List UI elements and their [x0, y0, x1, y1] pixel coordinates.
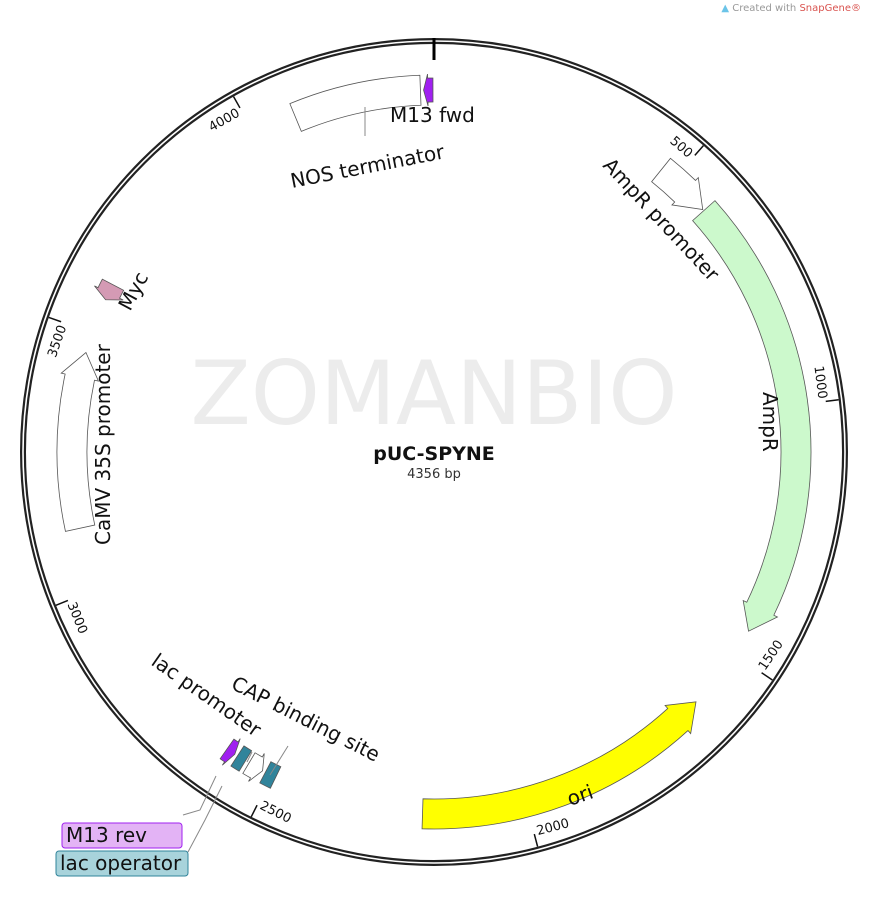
tick-mark	[250, 804, 258, 818]
snapgene-credit: ▲ Created with SnapGene®	[721, 3, 861, 14]
label-lac-operator: lac operator	[60, 851, 182, 875]
label-camv-35s-promoter: CaMV 35S promoter	[91, 343, 115, 545]
feature-camv-35s-promoter[interactable]	[56, 351, 100, 532]
watermark: ZOMANBIO	[190, 342, 677, 445]
tick-mark	[533, 833, 539, 847]
feature-myc[interactable]	[94, 278, 125, 301]
feature-m13-fwd[interactable]	[423, 73, 434, 107]
tick-label: 1000	[810, 365, 829, 400]
feature-ori[interactable]	[421, 701, 697, 830]
plasmid-name: pUC-SPYNE	[373, 443, 495, 465]
m13-rev-label-box	[61, 822, 183, 849]
tick-label: 2000	[535, 816, 571, 839]
label-ampr: AmpR	[758, 392, 782, 452]
feature-m13-rev[interactable]	[219, 738, 241, 766]
tick-mark	[48, 316, 62, 323]
tick-mark	[55, 599, 69, 606]
label-myc: Myc	[113, 268, 153, 315]
tick-mark	[761, 672, 773, 681]
tick-mark	[694, 145, 704, 156]
tick-label: 3500	[45, 323, 70, 359]
lac-promoter-leader-line	[246, 751, 253, 763]
lac-operator-label-box	[55, 850, 189, 877]
feature-lac-promoter[interactable]	[242, 752, 265, 782]
lac-operator-leader-line	[187, 785, 223, 853]
label-nos-terminator: NOS terminator	[288, 139, 447, 192]
tick-label: 500	[667, 134, 696, 162]
tick-label: 4000	[206, 106, 242, 135]
feature-nos-terminator[interactable]	[289, 74, 422, 132]
label-m13-rev: M13 rev	[66, 823, 147, 847]
tick-mark	[232, 96, 241, 109]
label-m13-fwd: M13 fwd	[390, 103, 475, 127]
feature-lac-operator[interactable]	[230, 745, 253, 772]
m13-rev-leader-line	[182, 775, 217, 816]
plasmid-length: 4356 bp	[407, 467, 461, 482]
tick-label: 3000	[64, 600, 90, 636]
snapgene-logo-icon: ▲	[721, 3, 730, 14]
feature-ampr-promoter[interactable]	[651, 157, 704, 210]
cap-leader-line	[269, 745, 289, 776]
feature-ampr[interactable]	[692, 200, 812, 632]
tick-mark	[825, 399, 839, 403]
